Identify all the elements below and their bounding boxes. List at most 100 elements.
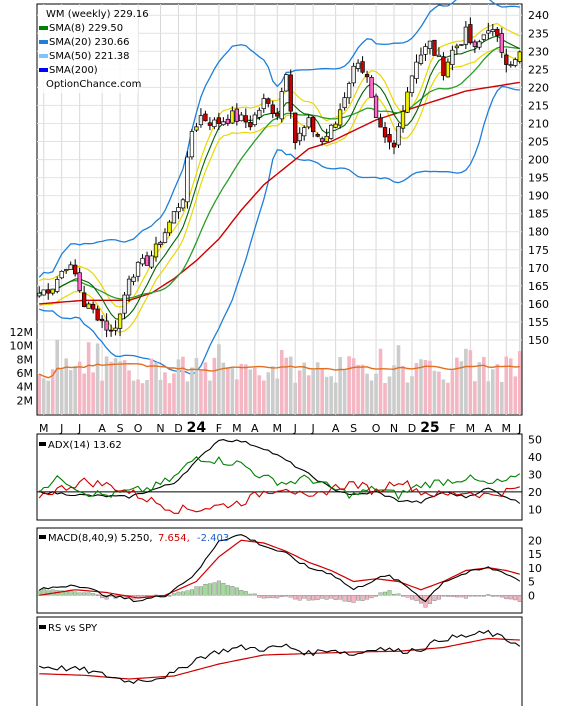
candle-body xyxy=(288,74,293,112)
macd-hist-bar xyxy=(445,595,450,597)
macd-hist-bar xyxy=(490,595,495,597)
adx-y-tick: 10 xyxy=(528,503,542,516)
candle-body xyxy=(194,126,199,131)
candle-body xyxy=(243,115,248,123)
macd-hist-bar xyxy=(441,595,446,597)
macd-hist-bar xyxy=(387,590,392,596)
macd-hist-bar xyxy=(279,595,284,597)
legend-swatch xyxy=(39,68,48,72)
candle-body xyxy=(400,111,406,129)
volume-bar xyxy=(86,342,91,414)
price-y-tick: 240 xyxy=(528,9,549,22)
candle-body xyxy=(144,255,150,266)
volume-bar xyxy=(468,350,473,414)
volume-bar xyxy=(293,382,298,414)
volume-bar xyxy=(131,380,136,414)
candle-body xyxy=(225,118,231,124)
macd-hist-bar xyxy=(82,592,87,596)
candle-body xyxy=(445,61,451,78)
legend-item-2: SMA(20) 230.66 xyxy=(49,37,130,48)
macd-hist-bar xyxy=(477,595,482,597)
macd-hist-bar xyxy=(320,595,325,599)
price-y-tick: 170 xyxy=(528,262,549,275)
candle-body xyxy=(490,29,495,32)
volume-bar xyxy=(477,362,482,414)
x-axis-label: F xyxy=(449,422,455,435)
x-axis-label: M xyxy=(232,422,242,435)
candle-body xyxy=(436,54,442,57)
volume-bar xyxy=(387,376,392,414)
volume-bar xyxy=(275,378,280,414)
volume-bar xyxy=(248,369,253,414)
rs-label-bg xyxy=(38,619,110,635)
rs-panel-frame xyxy=(36,616,523,706)
macd-hist-bar xyxy=(176,591,181,596)
macd-hist-bar xyxy=(216,580,221,596)
candle-body xyxy=(432,39,437,56)
volume-bar xyxy=(118,361,122,414)
price-y-tick: 210 xyxy=(528,117,549,130)
volume-bar xyxy=(203,362,208,414)
macd-hist-bar xyxy=(167,595,172,597)
candle-body xyxy=(481,34,486,40)
volume-bar xyxy=(369,380,374,414)
candle-body xyxy=(504,54,509,65)
price-y-tick: 200 xyxy=(528,154,549,167)
macd-hist-bar xyxy=(64,591,69,596)
candle-body xyxy=(82,292,87,307)
volume-bar xyxy=(486,381,491,414)
candle-body xyxy=(135,261,141,277)
candle-body xyxy=(328,124,334,139)
bollinger-lower xyxy=(38,85,520,376)
x-axis-label: M xyxy=(39,422,49,435)
volume-bar xyxy=(495,364,500,414)
macd-hist-bar xyxy=(517,595,522,602)
macd-hist-bar xyxy=(257,595,262,598)
price-y-tick: 215 xyxy=(528,99,549,112)
volume-bar xyxy=(405,382,410,414)
candle-body xyxy=(311,116,316,133)
volume-bar xyxy=(392,365,396,414)
candle-body xyxy=(315,133,320,137)
volume-bar xyxy=(329,376,333,414)
volume-bar xyxy=(508,358,513,414)
volume-bar xyxy=(235,379,239,414)
macd-hist-bar xyxy=(508,595,513,600)
x-axis-label: 25 xyxy=(420,420,439,436)
candle-body xyxy=(351,65,356,84)
candle-body xyxy=(495,28,500,36)
adx-y-tick: 30 xyxy=(528,468,542,481)
volume-bar xyxy=(181,356,185,414)
x-axis-label: M xyxy=(502,422,512,435)
macd-hist-value: -2.403 xyxy=(197,533,229,544)
volume-bar xyxy=(423,359,428,414)
x-axis-label: J xyxy=(517,422,521,435)
volume-bar xyxy=(473,381,477,414)
macd-hist-bar xyxy=(454,595,459,598)
macd-hist-bar xyxy=(198,586,203,596)
macd-hist-bar xyxy=(194,586,199,596)
volume-bar xyxy=(221,362,226,414)
volume-bar xyxy=(365,373,369,414)
watermark-text: OptionChance.com xyxy=(46,79,141,90)
volume-bar xyxy=(504,356,509,414)
macd-signal-value: 7.654, xyxy=(158,533,190,544)
volume-bar xyxy=(441,379,446,414)
candle-body xyxy=(50,288,55,294)
candle-body xyxy=(409,75,415,94)
candle-body xyxy=(423,46,428,55)
candle-body xyxy=(108,329,114,332)
volume-bar xyxy=(311,369,315,414)
candle-body xyxy=(306,117,311,128)
macd-y-tick: 10 xyxy=(528,562,542,575)
adx-y-tick: 40 xyxy=(528,451,542,464)
candle-body xyxy=(95,308,100,321)
volume-bar xyxy=(302,362,306,414)
candle-body xyxy=(346,83,352,99)
x-axis-label: A xyxy=(98,422,106,435)
macd-hist-bar xyxy=(77,592,82,596)
macd-hist-bar xyxy=(463,595,468,599)
volume-bar xyxy=(217,344,221,414)
macd-line xyxy=(38,534,521,603)
